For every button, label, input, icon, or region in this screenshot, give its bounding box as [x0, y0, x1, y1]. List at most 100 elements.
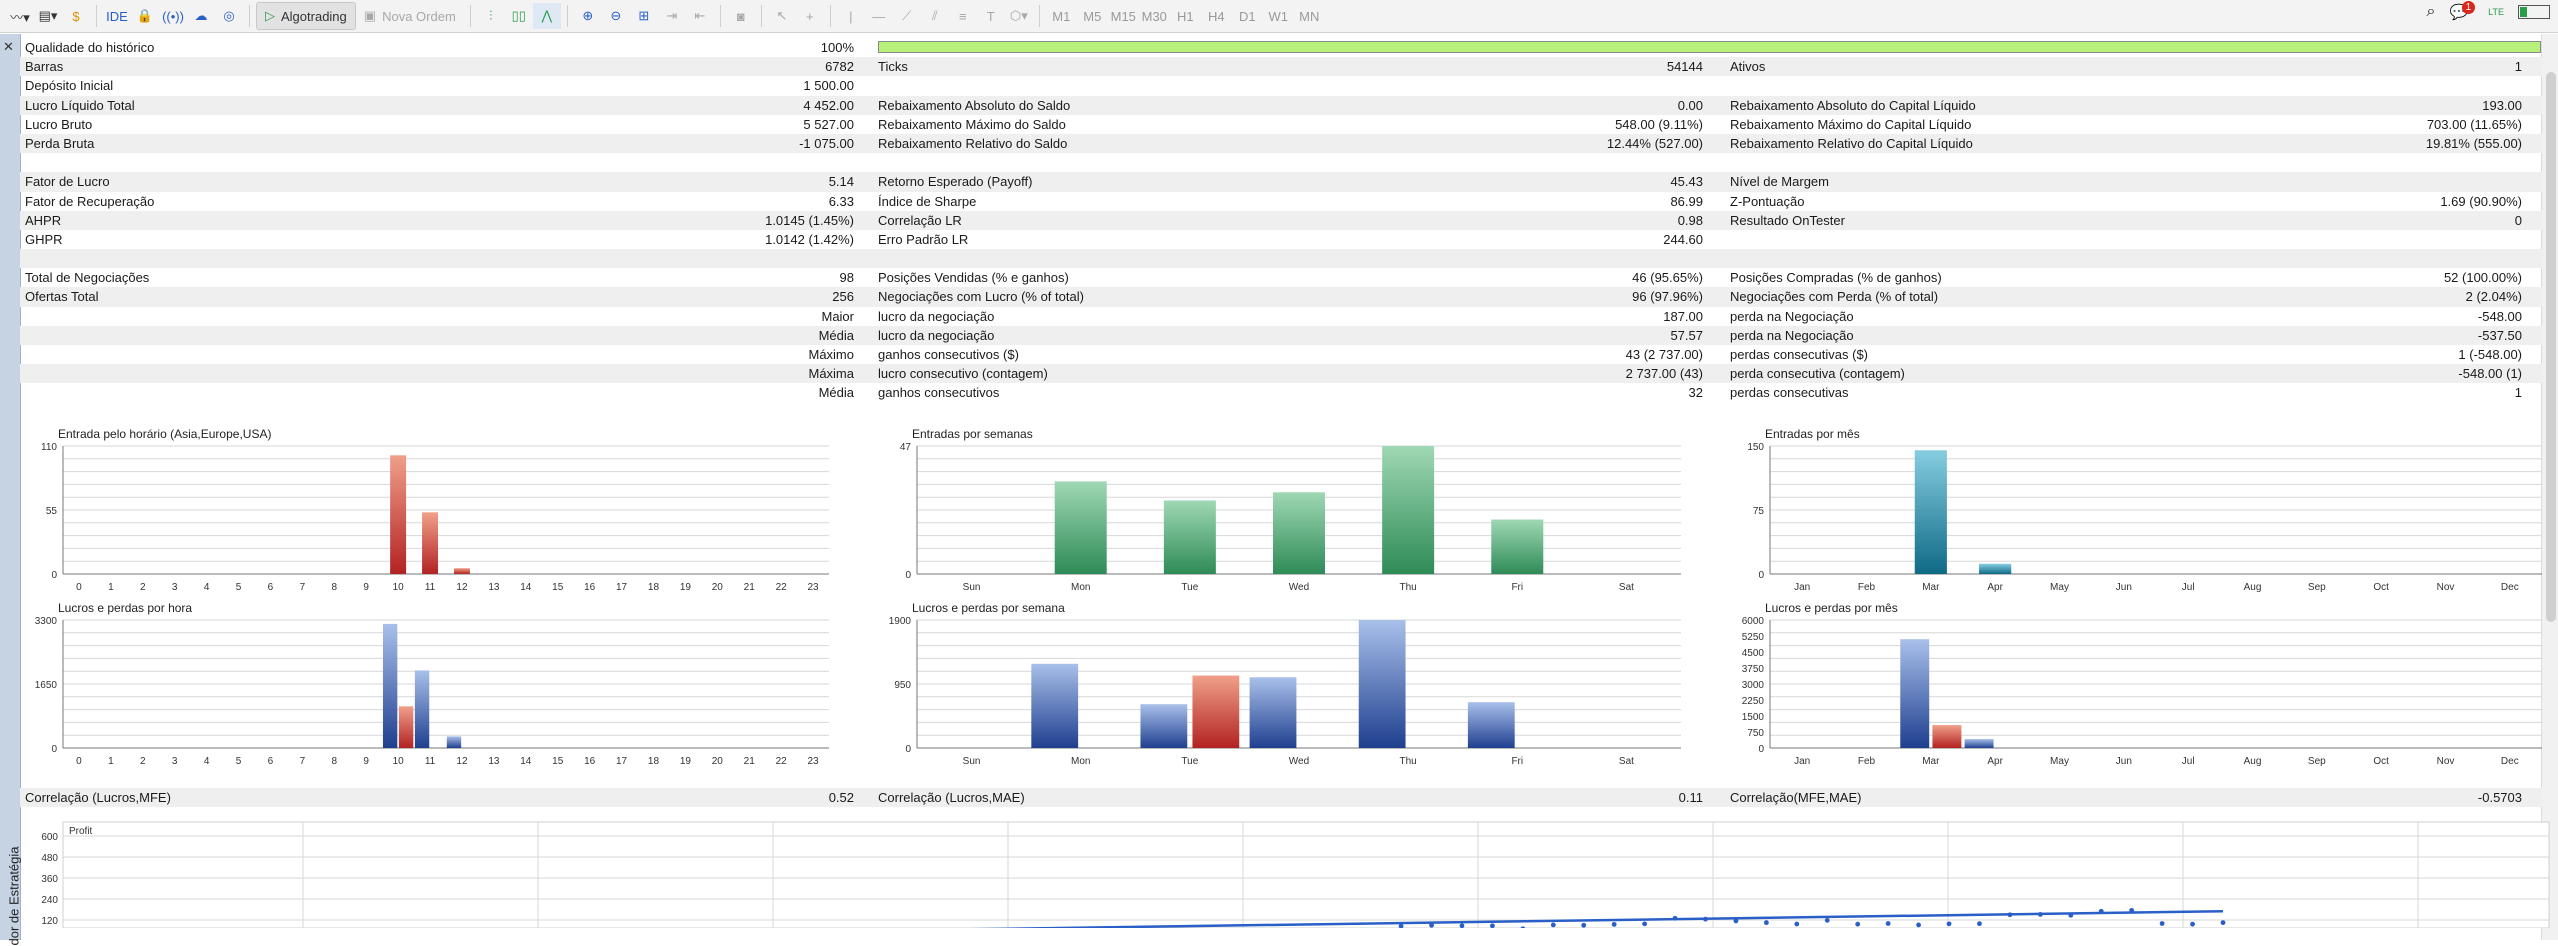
timeframe-w1[interactable]: W1	[1268, 8, 1289, 24]
x-tick-label: Sep	[2308, 756, 2326, 767]
toolbar-separator	[469, 5, 471, 27]
bar	[1932, 725, 1962, 748]
notifications-icon[interactable]: 💬 1	[2449, 1, 2476, 21]
scrollbar-thumb[interactable]	[2546, 72, 2556, 622]
cursor-icon[interactable]: ↖	[776, 8, 788, 23]
chart-shift-icon[interactable]: ⇤	[694, 8, 706, 23]
algotrading-button[interactable]: ▷ Algotrading	[256, 2, 356, 30]
x-tick-label: 6	[268, 756, 274, 767]
timeframe-m15[interactable]: M15	[1110, 8, 1136, 24]
stat-label: Ativos	[1730, 59, 1766, 75]
ide-button[interactable]: IDE	[106, 8, 128, 24]
stat-label: Negociações com Lucro (% of total)	[878, 289, 1084, 305]
scatter-point	[2190, 921, 2195, 927]
timeframe-h4[interactable]: H4	[1207, 8, 1225, 24]
bar	[422, 512, 439, 574]
new-order-button[interactable]: ▣ Nova Ordem	[356, 3, 464, 29]
bar	[398, 706, 414, 748]
x-tick-label: Oct	[2373, 582, 2389, 593]
x-tick-label: Wed	[1289, 756, 1309, 767]
stat-value: 12.44% (527.00)	[1606, 135, 1703, 151]
stat-label: Rebaixamento Máximo do Capital Líquido	[1730, 116, 1972, 132]
timeframe-m1[interactable]: M1	[1052, 8, 1071, 24]
zoom-in-icon[interactable]: ⊕	[582, 8, 594, 23]
shapes-icon[interactable]: ⬡▾	[1009, 8, 1028, 23]
stat-label: perda na Negociação	[1730, 308, 1854, 324]
x-tick-label: 12	[456, 756, 468, 767]
scatter-point	[1885, 921, 1891, 926]
stat-value: 2 737.00 (43)	[1625, 366, 1703, 382]
trendline-icon[interactable]: ⟋	[902, 8, 912, 23]
screenshot-icon[interactable]: ◙	[736, 8, 745, 24]
signals-icon[interactable]: ((•))	[162, 8, 184, 24]
x-tick-label: Fri	[1511, 756, 1523, 767]
timeframe-d1[interactable]: D1	[1238, 8, 1256, 24]
stat-label: Z-Pontuação	[1730, 193, 1805, 209]
x-tick-label: Apr	[1987, 582, 2003, 593]
y-tick-label: 55	[46, 506, 58, 517]
x-tick-label: Fri	[1511, 582, 1523, 593]
timeframe-m30[interactable]: M30	[1141, 8, 1167, 24]
lock-icon[interactable]: 🔒	[136, 8, 154, 23]
stat-label: Lucro Líquido Total	[25, 97, 135, 113]
stat-label: Posições Vendidas (% e ganhos)	[878, 270, 1069, 286]
stat-value: 1 (-548.00)	[2458, 347, 2522, 362]
templates-icon[interactable]: ▤▾	[38, 8, 58, 23]
stat-label: perda consecutiva (contagem)	[1730, 366, 1905, 382]
candles-icon[interactable]: ▯▯	[511, 8, 526, 23]
stat-label: Fator de Lucro	[25, 174, 110, 190]
horizontal-line-icon[interactable]: —	[872, 8, 886, 24]
y-tick-label: 120	[41, 916, 58, 927]
x-tick-label: Thu	[1400, 582, 1417, 593]
stat-label: Ticks	[878, 59, 908, 75]
chart-title: Lucros e perdas por mês	[1765, 601, 1898, 615]
crosshair-icon[interactable]: +	[805, 8, 814, 24]
autoscroll-icon[interactable]: ⇥	[666, 8, 678, 23]
x-tick-label: 18	[648, 582, 660, 593]
bar	[1192, 675, 1240, 748]
timeframe-m5[interactable]: M5	[1083, 8, 1102, 24]
bar	[1140, 704, 1188, 748]
stat-value: 5.14	[828, 174, 854, 190]
bar	[1467, 702, 1515, 748]
channel-icon[interactable]: ⫽	[931, 8, 938, 23]
grid-icon[interactable]: ⊞	[638, 8, 650, 23]
stat-value: 86.99	[1670, 193, 1703, 209]
stat-value: 19.81% (555.00)	[2425, 135, 2522, 151]
timeframe-h1[interactable]: H1	[1176, 8, 1194, 24]
search-icon[interactable]: ⌕	[2426, 3, 2436, 20]
vertical-line-icon[interactable]: |	[849, 8, 853, 24]
stat-value: 54144	[1666, 59, 1703, 75]
scatter-point	[2098, 908, 2104, 914]
scatter-point	[2220, 920, 2226, 926]
stat-value: 6.33	[828, 193, 854, 209]
chart-title: Entradas por semanas	[912, 427, 1033, 441]
fibonacci-icon[interactable]: ≡	[958, 8, 967, 24]
bar-chart-icon[interactable]: ⫶	[489, 8, 493, 23]
y-tick-label: 4500	[1742, 648, 1765, 659]
zoom-out-icon[interactable]: ⊖	[610, 8, 622, 23]
stat-value: Máximo	[808, 347, 854, 362]
x-tick-label: 17	[616, 582, 628, 593]
bar	[1249, 677, 1297, 748]
stat-label: lucro da negociação	[878, 308, 995, 324]
vertical-scrollbar[interactable]	[2541, 34, 2558, 940]
scatter-point	[1490, 923, 1495, 928]
bar	[1382, 446, 1435, 574]
stat-value: -548.00	[2477, 308, 2522, 324]
stat-value: 1.0142 (1.42%)	[765, 231, 854, 247]
cloud-icon[interactable]: ☁	[194, 8, 208, 23]
notifications-badge: 1	[2461, 1, 2476, 14]
text-icon[interactable]: T	[986, 8, 995, 24]
market-icon[interactable]: $	[72, 8, 80, 24]
vps-icon[interactable]: ◎	[223, 8, 235, 23]
line-chart-icon[interactable]: ⋀	[532, 3, 561, 29]
close-icon[interactable]: ✕	[3, 39, 14, 54]
x-tick-label: Jan	[1794, 756, 1810, 767]
chart-type-icon[interactable]: 〰▾	[10, 9, 30, 25]
corr-mfe-mae-label: Correlação(MFE,MAE)	[1730, 790, 1862, 805]
timeframe-mn[interactable]: MN	[1299, 8, 1320, 24]
x-tick-label: Nov	[2437, 756, 2455, 767]
x-tick-label: Mar	[1922, 582, 1940, 593]
stat-label: perda na Negociação	[1730, 327, 1854, 343]
